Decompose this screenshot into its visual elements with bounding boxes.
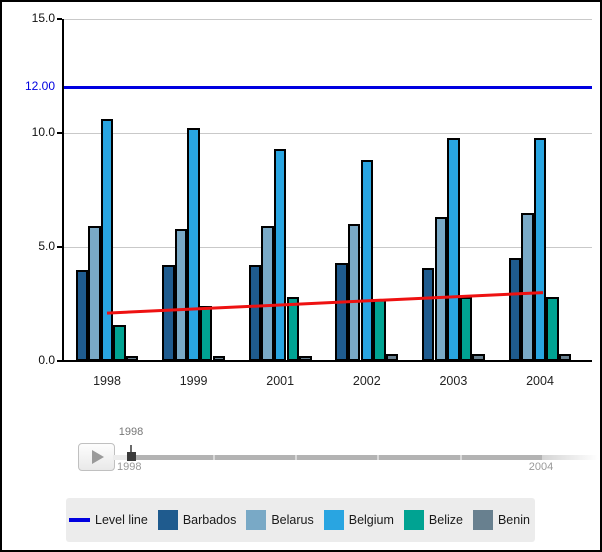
- bar-belarus-2001[interactable]: [261, 226, 274, 361]
- timeline-tick: [377, 455, 379, 460]
- bar-belize-2004[interactable]: [546, 297, 559, 361]
- bar-belize-2002[interactable]: [373, 299, 386, 361]
- legend-color-swatch: [403, 510, 424, 530]
- bar-belarus-1998[interactable]: [88, 226, 101, 361]
- x-axis-category-label: 2004: [526, 374, 554, 388]
- legend-item-belize[interactable]: Belize: [403, 510, 463, 530]
- bar-belgium-2002[interactable]: [360, 160, 374, 361]
- y-axis-tick-label: 15.0: [31, 11, 55, 25]
- legend-item-barbados[interactable]: Barbados: [157, 510, 237, 530]
- bar-barbados-1999[interactable]: [162, 265, 175, 361]
- y-axis-tick: [57, 246, 62, 248]
- slider-handle-tick: [130, 445, 132, 452]
- bar-barbados-2004[interactable]: [508, 258, 522, 361]
- bar-barbados-1998[interactable]: [75, 269, 89, 361]
- bar-belgium-2003[interactable]: [447, 137, 460, 361]
- y-axis-tick: [57, 132, 62, 134]
- x-axis-category-label: 1998: [93, 374, 121, 388]
- chart-legend: Level line Barbados Belarus Belgium Belize Be…: [66, 498, 535, 542]
- y-gridline: [62, 132, 592, 134]
- timeline-track[interactable]: [127, 455, 542, 460]
- legend-color-swatch: [323, 510, 344, 530]
- timeline-tick: [213, 455, 215, 460]
- y-axis-line: [61, 19, 64, 361]
- timeline-current-year-label: 1998: [118, 426, 144, 438]
- level-line: [62, 85, 592, 89]
- play-button[interactable]: [78, 443, 115, 471]
- x-axis-category-label: 2002: [352, 374, 381, 388]
- timeline-track-fade: [542, 455, 598, 460]
- bar-belize-1999[interactable]: [199, 306, 213, 361]
- timeline-range-end-label: 2004: [528, 461, 554, 473]
- legend-item-belgium[interactable]: Belgium: [323, 510, 394, 530]
- legend-label: Belgium: [348, 513, 394, 527]
- y-axis-tick-label: 10.0: [31, 125, 55, 139]
- bar-belize-2001[interactable]: [286, 297, 300, 361]
- legend-label: Belarus: [271, 513, 314, 527]
- legend-item-belarus[interactable]: Belarus: [246, 510, 314, 530]
- x-axis-category-label: 1999: [179, 374, 208, 388]
- y-gridline: [62, 246, 592, 248]
- y-axis-tick: [57, 360, 62, 362]
- timeline-tick: [295, 455, 297, 460]
- play-icon: [92, 450, 104, 464]
- y-axis-tick-label: 5.0: [38, 239, 55, 253]
- legend-label: Level line: [95, 513, 148, 527]
- legend-color-swatch: [246, 510, 267, 530]
- timeline-track-pre[interactable]: [113, 455, 127, 460]
- bar-belgium-1999[interactable]: [187, 128, 200, 361]
- bar-belize-2003[interactable]: [459, 297, 473, 361]
- bar-barbados-2002[interactable]: [335, 262, 348, 361]
- timeline-slider-handle[interactable]: [127, 452, 136, 461]
- bar-belarus-2002[interactable]: [347, 224, 361, 361]
- bar-belarus-2003[interactable]: [434, 217, 448, 361]
- bar-belize-1998[interactable]: [113, 324, 126, 361]
- bar-belgium-1998[interactable]: [100, 119, 114, 361]
- y-axis-tick-label: 0.0: [38, 353, 55, 367]
- x-axis-line: [62, 359, 592, 362]
- level-line-swatch: [69, 518, 90, 522]
- legend-label: Belize: [428, 513, 463, 527]
- x-axis-category-label: 2003: [439, 374, 468, 388]
- bar-belgium-2004[interactable]: [533, 137, 547, 361]
- y-axis-tick: [57, 18, 62, 20]
- bar-belarus-1999[interactable]: [174, 228, 188, 361]
- legend-item-level-line[interactable]: Level line: [69, 513, 148, 527]
- legend-color-swatch: [157, 510, 178, 530]
- x-axis-category-label: 2001: [266, 374, 295, 388]
- legend-item-benin[interactable]: Benin: [472, 510, 530, 530]
- timeline-range-start-label: 1998: [117, 461, 142, 473]
- bar-belarus-2004[interactable]: [521, 212, 534, 361]
- legend-label: Benin: [497, 513, 530, 527]
- bar-belgium-2001[interactable]: [273, 148, 287, 361]
- bar-barbados-2001[interactable]: [248, 265, 262, 361]
- y-gridline: [62, 18, 592, 20]
- level-line-value-label: 12.00: [24, 79, 55, 94]
- legend-label: Barbados: [182, 513, 237, 527]
- timeline-tick: [460, 455, 462, 460]
- legend-color-swatch: [472, 510, 493, 530]
- bar-barbados-2003[interactable]: [421, 267, 435, 361]
